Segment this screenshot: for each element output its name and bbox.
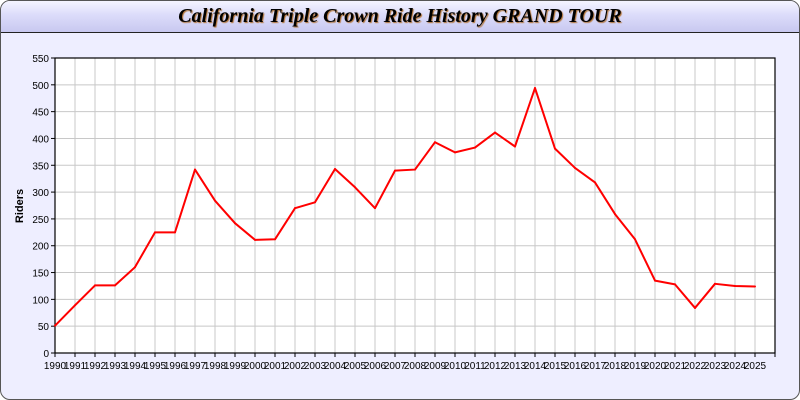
- x-tick-label: 2020: [644, 361, 667, 372]
- data-point: [514, 145, 516, 148]
- x-tick-label: 2001: [264, 361, 287, 372]
- x-tick-label: 2024: [724, 361, 747, 372]
- y-tick-label: 550: [32, 54, 49, 65]
- data-point: [694, 306, 696, 309]
- y-tick-label: 200: [32, 242, 49, 253]
- data-point: [294, 207, 296, 210]
- x-tick-label: 2017: [584, 361, 607, 372]
- chart-title: California Triple Crown Ride History GRA…: [178, 5, 622, 27]
- x-tick-label: 1991: [64, 361, 87, 372]
- x-tick-label: 2000: [244, 361, 267, 372]
- data-point: [274, 238, 276, 241]
- x-tick-label: 2021: [664, 361, 687, 372]
- x-tick-label: 1993: [104, 361, 127, 372]
- x-tick-label: 2011: [464, 361, 486, 372]
- x-tick-label: 2007: [384, 361, 407, 372]
- data-point: [554, 147, 556, 150]
- x-tick-label: 2009: [424, 361, 447, 372]
- y-tick-label: 300: [32, 188, 49, 199]
- y-axis-label: Riders: [14, 189, 26, 223]
- x-tick-label: 2025: [744, 361, 767, 372]
- data-point: [754, 285, 756, 288]
- data-point: [214, 199, 216, 202]
- x-tick-label: 2010: [444, 361, 467, 372]
- x-tick-label: 1992: [84, 361, 107, 372]
- data-point: [734, 284, 736, 287]
- data-point: [474, 146, 476, 149]
- title-bar: California Triple Crown Ride History GRA…: [1, 1, 799, 33]
- data-point: [394, 169, 396, 172]
- data-point: [434, 141, 436, 144]
- plot-border: [54, 57, 776, 354]
- data-point: [174, 231, 176, 234]
- axes: [51, 57, 776, 357]
- data-point: [534, 87, 536, 90]
- data-point: [674, 283, 676, 286]
- x-tick-label: 1998: [204, 361, 227, 372]
- data-point: [314, 201, 316, 204]
- data-point: [134, 266, 136, 269]
- data-point: [614, 213, 616, 216]
- x-tick-label: 2014: [524, 361, 547, 372]
- series-line: [54, 87, 756, 327]
- data-point: [114, 284, 116, 287]
- data-point: [94, 284, 96, 287]
- y-tick-label: 450: [32, 108, 49, 119]
- data-point: [454, 151, 456, 154]
- x-tick-label: 1994: [124, 361, 147, 372]
- data-point: [234, 222, 236, 225]
- x-tick-label: 1997: [184, 361, 207, 372]
- x-tick-label: 2005: [344, 361, 367, 372]
- x-tick-label: 2023: [704, 361, 727, 372]
- x-tick-label: 2004: [324, 361, 347, 372]
- x-tick-label: 1990: [44, 361, 67, 372]
- x-tick-label: 1995: [144, 361, 167, 372]
- x-tick-label: 2016: [564, 361, 587, 372]
- data-point: [254, 238, 256, 241]
- x-tick-label: 2015: [544, 361, 567, 372]
- data-point: [634, 238, 636, 241]
- x-tick-label: 2002: [284, 361, 307, 372]
- y-tick-label: 150: [32, 269, 49, 280]
- x-tick-label: 2022: [684, 361, 707, 372]
- y-tick-label: 400: [32, 134, 49, 145]
- data-point: [74, 304, 76, 307]
- y-tick-label: 500: [32, 81, 49, 92]
- x-tick-label: 2019: [624, 361, 647, 372]
- data-point: [334, 168, 336, 171]
- data-point: [354, 186, 356, 189]
- x-tick-label: 2018: [604, 361, 627, 372]
- y-tick-label: 50: [38, 322, 50, 333]
- x-tick-label: 1999: [224, 361, 247, 372]
- tick-labels: 0501001502002503003504004505005501990199…: [32, 54, 766, 372]
- y-tick-label: 100: [32, 295, 49, 306]
- data-point: [374, 207, 376, 210]
- x-tick-label: 2003: [304, 361, 327, 372]
- x-tick-label: 2013: [504, 361, 527, 372]
- x-tick-label: 1996: [164, 361, 187, 372]
- x-tick-label: 2008: [404, 361, 427, 372]
- y-tick-label: 250: [32, 215, 49, 226]
- y-tick-label: 350: [32, 161, 49, 172]
- data-point: [594, 181, 596, 184]
- series: [54, 87, 756, 327]
- data-point: [574, 166, 576, 169]
- data-point: [714, 282, 716, 285]
- y-tick-label: 0: [43, 349, 49, 360]
- data-point: [154, 231, 156, 234]
- data-point: [654, 279, 656, 282]
- data-point: [414, 168, 416, 171]
- data-point: [194, 168, 196, 171]
- data-point: [494, 131, 496, 134]
- x-tick-label: 2012: [484, 361, 507, 372]
- x-tick-label: 2006: [364, 361, 387, 372]
- data-point: [54, 324, 56, 327]
